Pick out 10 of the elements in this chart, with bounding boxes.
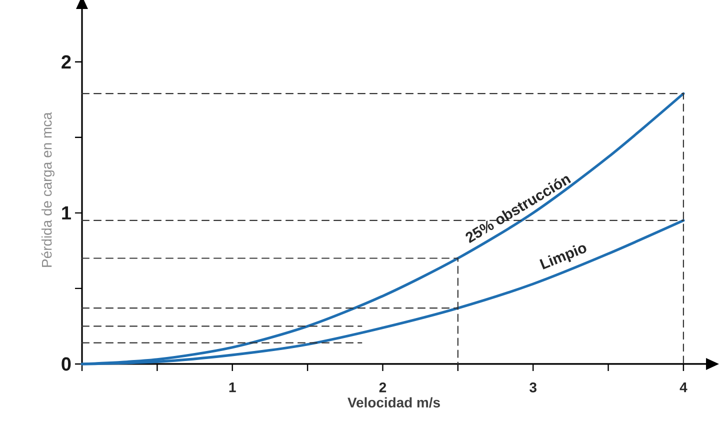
y-axis-title: Pérdida de carga en mca bbox=[41, 112, 54, 267]
x-tick-label: 2 bbox=[379, 382, 386, 392]
y-tick-label: 2 bbox=[62, 55, 71, 68]
y-tick-label: 1 bbox=[62, 206, 71, 220]
text: Limpio bbox=[540, 245, 586, 270]
x-axis-title: Velocidad m/s bbox=[348, 397, 440, 408]
x-tick-label: 4 bbox=[680, 382, 688, 392]
x-tick-label: 3 bbox=[530, 382, 536, 392]
x-tick-label: 1 bbox=[229, 382, 236, 392]
y-tick-label: 0 bbox=[62, 357, 71, 371]
